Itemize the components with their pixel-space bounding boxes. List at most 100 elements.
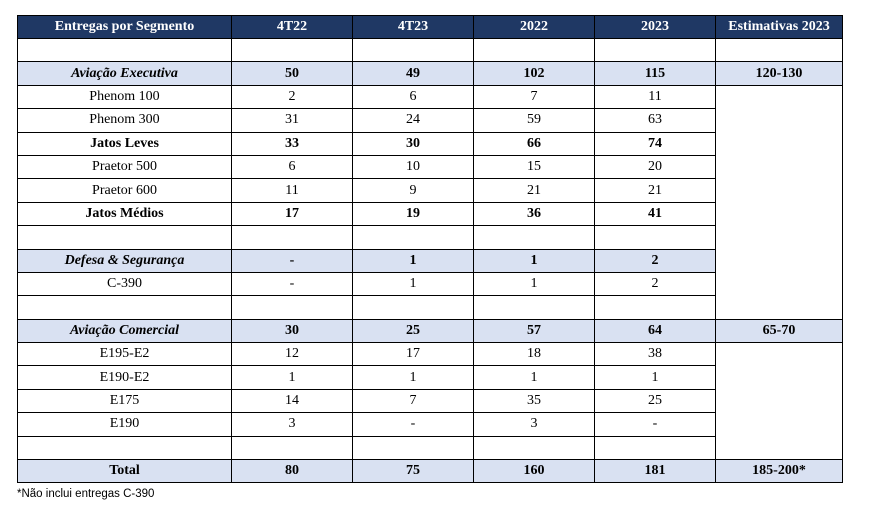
subtotal-row: Jatos Leves 33 30 66 74 bbox=[17, 131, 843, 156]
row-label: C-390 bbox=[17, 271, 232, 297]
cell: 2 bbox=[231, 84, 353, 110]
cell: 11 bbox=[594, 84, 716, 110]
cell: 30 bbox=[231, 318, 353, 344]
cell: 75 bbox=[352, 459, 474, 484]
cell: 1 bbox=[594, 365, 716, 390]
cell: 1 bbox=[473, 271, 595, 297]
cell: 33 bbox=[231, 131, 353, 156]
cell: 49 bbox=[352, 61, 474, 86]
cell: 19 bbox=[352, 201, 474, 227]
table-row: E190 3 - 3 - bbox=[17, 412, 843, 437]
blank-row bbox=[17, 225, 843, 250]
cell: 18 bbox=[473, 342, 595, 367]
cell: 17 bbox=[231, 201, 353, 227]
cell: - bbox=[352, 412, 474, 437]
estimate-cell: 65-70 bbox=[715, 318, 843, 344]
cell: 59 bbox=[473, 108, 595, 133]
cell: 35 bbox=[473, 388, 595, 414]
cell: 1 bbox=[352, 365, 474, 390]
row-label: Total bbox=[17, 459, 232, 484]
cell: - bbox=[231, 271, 353, 297]
table-row: E190-E2 1 1 1 1 bbox=[17, 365, 843, 390]
cell: 57 bbox=[473, 318, 595, 344]
cell: 11 bbox=[231, 178, 353, 203]
cell: 7 bbox=[352, 388, 474, 414]
cell: - bbox=[231, 248, 353, 273]
row-label: E190 bbox=[17, 412, 232, 437]
row-label: Jatos Médios bbox=[17, 201, 232, 227]
estimate-empty-span bbox=[715, 342, 843, 461]
table-row: C-390 - 1 1 2 bbox=[17, 271, 843, 297]
cell: 63 bbox=[594, 108, 716, 133]
cell: 160 bbox=[473, 459, 595, 484]
header-2023: 2023 bbox=[594, 15, 716, 39]
cell: 64 bbox=[594, 318, 716, 344]
cell: 2 bbox=[594, 248, 716, 273]
table-row: Phenom 100 2 6 7 11 bbox=[17, 84, 843, 320]
table-row: Praetor 600 11 9 21 21 bbox=[17, 178, 843, 203]
row-label: Phenom 300 bbox=[17, 108, 232, 133]
cell: 24 bbox=[352, 108, 474, 133]
cell: 115 bbox=[594, 61, 716, 86]
estimate-empty-span bbox=[715, 84, 843, 320]
cell: 1 bbox=[231, 365, 353, 390]
blank-row bbox=[17, 37, 843, 63]
cell: 30 bbox=[352, 131, 474, 156]
cell: 74 bbox=[594, 131, 716, 156]
cell: 1 bbox=[473, 365, 595, 390]
cell: 2 bbox=[594, 271, 716, 297]
total-row: Total 80 75 160 181 185-200* bbox=[17, 459, 843, 484]
cell: 1 bbox=[352, 248, 474, 273]
row-label: Phenom 100 bbox=[17, 84, 232, 110]
row-label: Praetor 600 bbox=[17, 178, 232, 203]
cell: 66 bbox=[473, 131, 595, 156]
cell: 15 bbox=[473, 154, 595, 180]
segment-name: Aviação Comercial bbox=[17, 318, 232, 344]
cell: 41 bbox=[594, 201, 716, 227]
cell: 38 bbox=[594, 342, 716, 367]
segment-row-executive: Aviação Executiva 50 49 102 115 120-130 bbox=[17, 61, 843, 86]
row-label: Jatos Leves bbox=[17, 131, 232, 156]
cell: 10 bbox=[352, 154, 474, 180]
cell: 3 bbox=[231, 412, 353, 437]
blank-row bbox=[17, 295, 843, 320]
cell: 21 bbox=[473, 178, 595, 203]
cell: 1 bbox=[473, 248, 595, 273]
row-label: E175 bbox=[17, 388, 232, 414]
row-label: E195-E2 bbox=[17, 342, 232, 367]
segment-name: Defesa & Segurança bbox=[17, 248, 232, 273]
cell: 6 bbox=[231, 154, 353, 180]
table-row: E195-E2 12 17 18 38 bbox=[17, 342, 843, 461]
footnote: *Não inclui entregas C-390 bbox=[17, 488, 155, 500]
cell: 181 bbox=[594, 459, 716, 484]
cell: 21 bbox=[594, 178, 716, 203]
cell: 25 bbox=[352, 318, 474, 344]
header-estimates: Estimativas 2023 bbox=[715, 15, 843, 39]
cell: 17 bbox=[352, 342, 474, 367]
estimate-cell: 185-200* bbox=[715, 459, 843, 484]
cell: 25 bbox=[594, 388, 716, 414]
cell: - bbox=[594, 412, 716, 437]
blank-row bbox=[17, 435, 843, 461]
row-label: Praetor 500 bbox=[17, 154, 232, 180]
deliveries-table: Entregas por Segmento 4T22 4T23 2022 202… bbox=[17, 15, 843, 484]
cell: 80 bbox=[231, 459, 353, 484]
cell: 7 bbox=[473, 84, 595, 110]
header-row: Entregas por Segmento 4T22 4T23 2022 202… bbox=[17, 15, 843, 39]
cell: 31 bbox=[231, 108, 353, 133]
cell: 1 bbox=[352, 271, 474, 297]
cell: 50 bbox=[231, 61, 353, 86]
cell: 6 bbox=[352, 84, 474, 110]
cell: 9 bbox=[352, 178, 474, 203]
table-row: Phenom 300 31 24 59 63 bbox=[17, 108, 843, 133]
segment-row-commercial: Aviação Comercial 30 25 57 64 65-70 bbox=[17, 318, 843, 344]
cell: 3 bbox=[473, 412, 595, 437]
cell: 20 bbox=[594, 154, 716, 180]
cell: 36 bbox=[473, 201, 595, 227]
row-label: E190-E2 bbox=[17, 365, 232, 390]
cell: 14 bbox=[231, 388, 353, 414]
header-4t22: 4T22 bbox=[231, 15, 353, 39]
header-2022: 2022 bbox=[473, 15, 595, 39]
header-4t23: 4T23 bbox=[352, 15, 474, 39]
header-segment: Entregas por Segmento bbox=[17, 15, 232, 39]
